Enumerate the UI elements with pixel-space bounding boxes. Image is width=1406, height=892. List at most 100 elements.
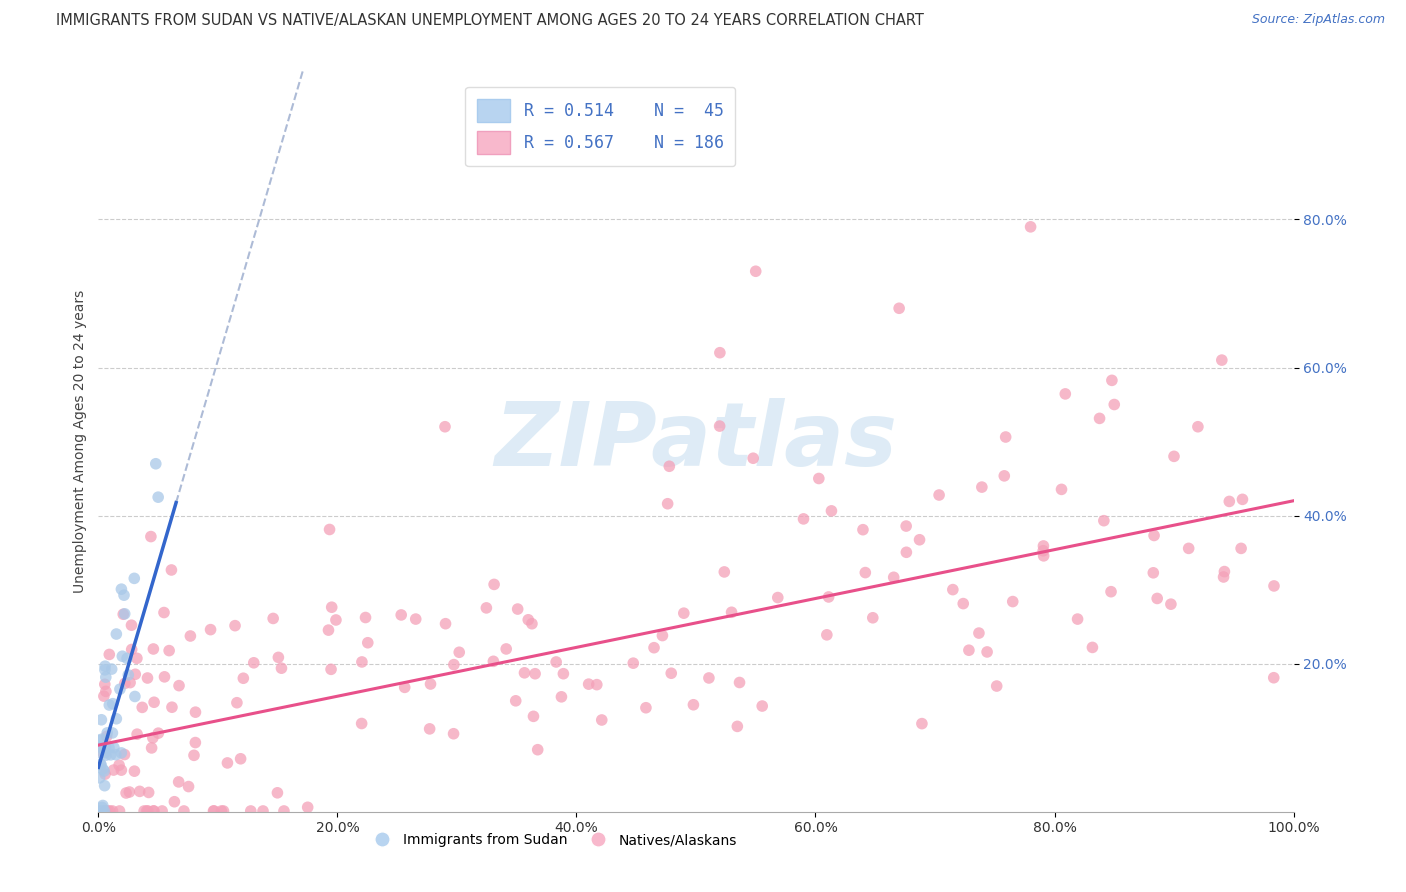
- Point: [319, 662, 342, 676]
- Point: [94, 748, 117, 763]
- Point: [252, 804, 274, 818]
- Point: [91, 804, 114, 818]
- Point: [482, 577, 505, 591]
- Point: [505, 694, 527, 708]
- Point: [100, 747, 122, 762]
- Point: [135, 804, 157, 818]
- Point: [815, 628, 838, 642]
- Text: IMMIGRANTS FROM SUDAN VS NATIVE/ALASKAN UNEMPLOYMENT AMONG AGES 20 TO 24 YEARS C: IMMIGRANTS FROM SUDAN VS NATIVE/ALASKAN …: [56, 13, 924, 29]
- Point: [143, 695, 166, 709]
- Point: [98, 740, 121, 755]
- Point: [94, 804, 117, 818]
- Point: [911, 716, 934, 731]
- Point: [94, 767, 117, 781]
- Point: [993, 468, 1015, 483]
- Point: [200, 623, 222, 637]
- Point: [239, 804, 262, 818]
- Point: [517, 613, 540, 627]
- Point: [202, 804, 225, 818]
- Point: [957, 643, 980, 657]
- Point: [350, 716, 373, 731]
- Point: [163, 795, 186, 809]
- Point: [98, 698, 121, 712]
- Point: [524, 666, 547, 681]
- Point: [262, 611, 284, 625]
- Point: [1218, 494, 1240, 508]
- Text: Source: ZipAtlas.com: Source: ZipAtlas.com: [1251, 13, 1385, 27]
- Point: [1211, 353, 1233, 368]
- Point: [229, 752, 252, 766]
- Point: [110, 746, 132, 760]
- Point: [142, 804, 165, 818]
- Point: [807, 471, 830, 485]
- Point: [1213, 565, 1236, 579]
- Point: [994, 430, 1017, 444]
- Point: [520, 616, 543, 631]
- Point: [184, 735, 207, 749]
- Point: [419, 722, 441, 736]
- Point: [104, 747, 127, 762]
- Point: [405, 612, 427, 626]
- Point: [141, 740, 163, 755]
- Point: [93, 689, 115, 703]
- Point: [120, 675, 142, 690]
- Point: [1032, 539, 1054, 553]
- Point: [621, 656, 644, 670]
- Point: [98, 648, 121, 662]
- Point: [550, 690, 572, 704]
- Point: [526, 742, 548, 756]
- Point: [889, 301, 911, 316]
- Point: [1054, 387, 1077, 401]
- Point: [853, 566, 876, 580]
- Point: [389, 607, 412, 622]
- Point: [90, 713, 112, 727]
- Point: [96, 730, 118, 744]
- Point: [139, 530, 162, 544]
- Point: [585, 678, 607, 692]
- Point: [1187, 419, 1209, 434]
- Point: [150, 804, 173, 818]
- Point: [101, 697, 124, 711]
- Point: [908, 533, 931, 547]
- Point: [354, 610, 377, 624]
- Point: [792, 512, 814, 526]
- Point: [127, 727, 149, 741]
- Point: [1088, 411, 1111, 425]
- Point: [89, 804, 111, 818]
- Point: [506, 602, 529, 616]
- Point: [153, 670, 176, 684]
- Point: [226, 696, 249, 710]
- Point: [742, 451, 765, 466]
- Point: [482, 654, 505, 668]
- Point: [124, 667, 146, 681]
- Point: [153, 606, 176, 620]
- Point: [318, 623, 340, 637]
- Point: [212, 804, 235, 818]
- Point: [142, 804, 165, 818]
- Point: [725, 719, 748, 733]
- Point: [894, 519, 917, 533]
- Point: [94, 677, 117, 691]
- Point: [124, 764, 146, 779]
- Point: [148, 726, 170, 740]
- Point: [817, 590, 839, 604]
- Point: [118, 785, 141, 799]
- Point: [1019, 219, 1042, 234]
- Point: [89, 744, 111, 758]
- Point: [766, 591, 789, 605]
- Point: [224, 618, 246, 632]
- Point: [1104, 398, 1126, 412]
- Point: [94, 670, 117, 684]
- Point: [94, 684, 117, 698]
- Point: [434, 616, 457, 631]
- Point: [1146, 591, 1168, 606]
- Point: [157, 643, 180, 657]
- Point: [643, 640, 665, 655]
- Point: [136, 671, 159, 685]
- Point: [108, 804, 131, 818]
- Point: [697, 671, 720, 685]
- Point: [167, 679, 190, 693]
- Point: [183, 748, 205, 763]
- Point: [1001, 594, 1024, 608]
- Text: ZIPatlas: ZIPatlas: [495, 398, 897, 485]
